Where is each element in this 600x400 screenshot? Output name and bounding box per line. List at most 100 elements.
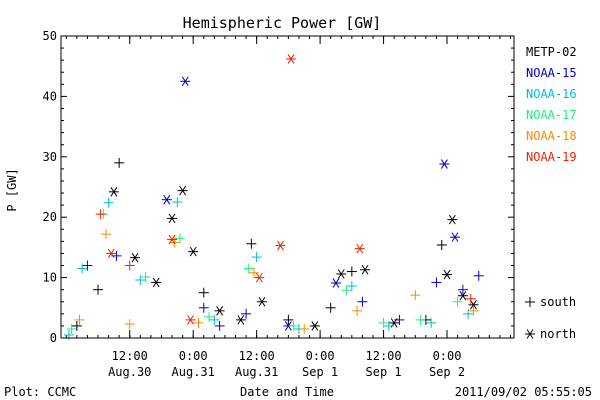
data-point-metp-02 <box>468 300 479 310</box>
data-point-noaa-19 <box>275 240 286 251</box>
y-tick-label: 30 <box>43 150 57 164</box>
data-point-metp-02 <box>360 264 371 275</box>
data-point-noaa-15 <box>431 277 442 288</box>
marker-legend: south north <box>525 295 576 341</box>
data-markers <box>63 54 484 340</box>
y-tick-label: 20 <box>43 210 57 224</box>
data-point-metp-02 <box>167 213 178 224</box>
data-point-noaa-15 <box>241 308 252 319</box>
data-point-noaa-16 <box>383 320 394 331</box>
data-point-metp-02 <box>235 315 246 325</box>
data-point-noaa-15 <box>82 260 93 271</box>
data-point-metp-02 <box>457 290 468 301</box>
data-point-noaa-15 <box>449 232 460 242</box>
data-point-noaa-16 <box>251 252 262 263</box>
data-point-noaa-17 <box>243 263 254 274</box>
legend-symbol-south <box>525 297 535 307</box>
x-tick-sublabel: Aug.31 <box>172 365 215 379</box>
data-point-noaa-17 <box>204 311 215 322</box>
data-point-noaa-18 <box>468 305 479 316</box>
footer-timestamp: 2011/09/02 05:55:05 <box>455 385 592 399</box>
data-point-noaa-18 <box>124 319 135 330</box>
data-point-metp-02 <box>130 252 141 263</box>
data-point-metp-02 <box>151 277 162 288</box>
data-point-metp-02 <box>188 246 199 257</box>
legend-item-metp-02: METP-02 <box>526 45 577 59</box>
data-point-noaa-18 <box>299 323 310 334</box>
y-tick-label: 10 <box>43 271 57 285</box>
x-tick-label: 0:00 <box>179 349 208 363</box>
data-point-noaa-16 <box>463 308 474 319</box>
data-point-noaa-15 <box>473 270 484 281</box>
data-point-noaa-15 <box>357 296 368 307</box>
legend-symbol-north <box>525 329 535 339</box>
data-point-metp-02 <box>198 287 209 298</box>
plot-frame <box>60 35 515 339</box>
x-tick-sublabel: Sep 1 <box>302 365 338 379</box>
data-point-noaa-17 <box>174 233 185 244</box>
data-point-noaa-15 <box>439 159 450 169</box>
x-axis-label: Date and Time <box>240 385 334 399</box>
data-point-noaa-18 <box>352 305 363 316</box>
data-point-noaa-17 <box>415 314 426 325</box>
data-point-noaa-19 <box>254 272 265 283</box>
data-point-metp-02 <box>447 214 458 225</box>
data-point-noaa-17 <box>341 285 352 296</box>
data-point-noaa-17 <box>66 323 77 334</box>
data-point-metp-02 <box>309 321 320 331</box>
legend: METP-02 NOAA-15 NOAA-16 NOAA-17 NOAA-18 NOAA-… <box>526 45 577 164</box>
data-point-noaa-15 <box>330 278 341 288</box>
footer-plot-credit: Plot: CCMC <box>4 385 76 399</box>
y-tick-label: 40 <box>43 89 57 103</box>
data-point-noaa-19 <box>354 243 365 254</box>
legend-item-noaa-18: NOAA-18 <box>526 129 577 143</box>
data-point-noaa-19 <box>286 54 297 64</box>
x-tick-label: 12:00 <box>112 349 148 363</box>
data-point-metp-02 <box>246 238 257 249</box>
x-tick-label: 0:00 <box>433 349 462 363</box>
data-point-noaa-16 <box>77 263 88 274</box>
data-point-noaa-19 <box>124 260 135 271</box>
data-point-metp-02 <box>283 314 294 325</box>
data-point-metp-02 <box>177 185 188 196</box>
y-axis-label: P [GW] <box>5 168 19 211</box>
data-point-noaa-15 <box>198 302 209 313</box>
data-point-metp-02 <box>325 302 336 313</box>
data-point-noaa-19 <box>95 209 106 220</box>
x-tick-sublabel: Sep 1 <box>366 365 402 379</box>
legend-marker-north: north <box>540 327 576 341</box>
data-point-noaa-17 <box>452 296 463 307</box>
legend-marker-south: south <box>540 295 576 309</box>
legend-item-noaa-19: NOAA-19 <box>526 150 577 164</box>
data-point-noaa-15 <box>180 76 191 87</box>
data-point-metp-02 <box>71 320 82 331</box>
data-point-noaa-16 <box>346 281 357 292</box>
x-tick-sublabel: Sep 2 <box>429 365 465 379</box>
data-point-noaa-16 <box>172 197 183 208</box>
y-tick-label: 50 <box>43 29 57 43</box>
data-point-metp-02 <box>442 269 453 280</box>
data-point-metp-02 <box>108 187 119 197</box>
legend-item-noaa-17: NOAA-17 <box>526 108 577 122</box>
x-tick-label: 12:00 <box>239 349 275 363</box>
legend-item-noaa-15: NOAA-15 <box>526 66 577 80</box>
y-tick-label: 0 <box>50 331 57 345</box>
x-tick-label: 0:00 <box>306 349 335 363</box>
data-point-noaa-17 <box>288 320 299 331</box>
data-point-noaa-15 <box>214 320 225 331</box>
chart-title: Hemispheric Power [GW] <box>183 14 382 32</box>
data-point-noaa-16 <box>426 317 437 328</box>
data-point-metp-02 <box>336 269 347 279</box>
data-point-noaa-16 <box>209 314 220 325</box>
data-point-metp-02 <box>114 157 125 168</box>
data-point-noaa-18 <box>100 229 111 240</box>
data-point-noaa-19 <box>106 248 117 259</box>
data-point-noaa-15 <box>161 194 172 205</box>
data-point-metp-02 <box>436 239 447 250</box>
x-tick-sublabel: Aug.31 <box>235 365 278 379</box>
data-point-metp-02 <box>256 296 267 307</box>
data-point-noaa-19 <box>167 234 178 245</box>
data-point-metp-02 <box>346 266 357 277</box>
